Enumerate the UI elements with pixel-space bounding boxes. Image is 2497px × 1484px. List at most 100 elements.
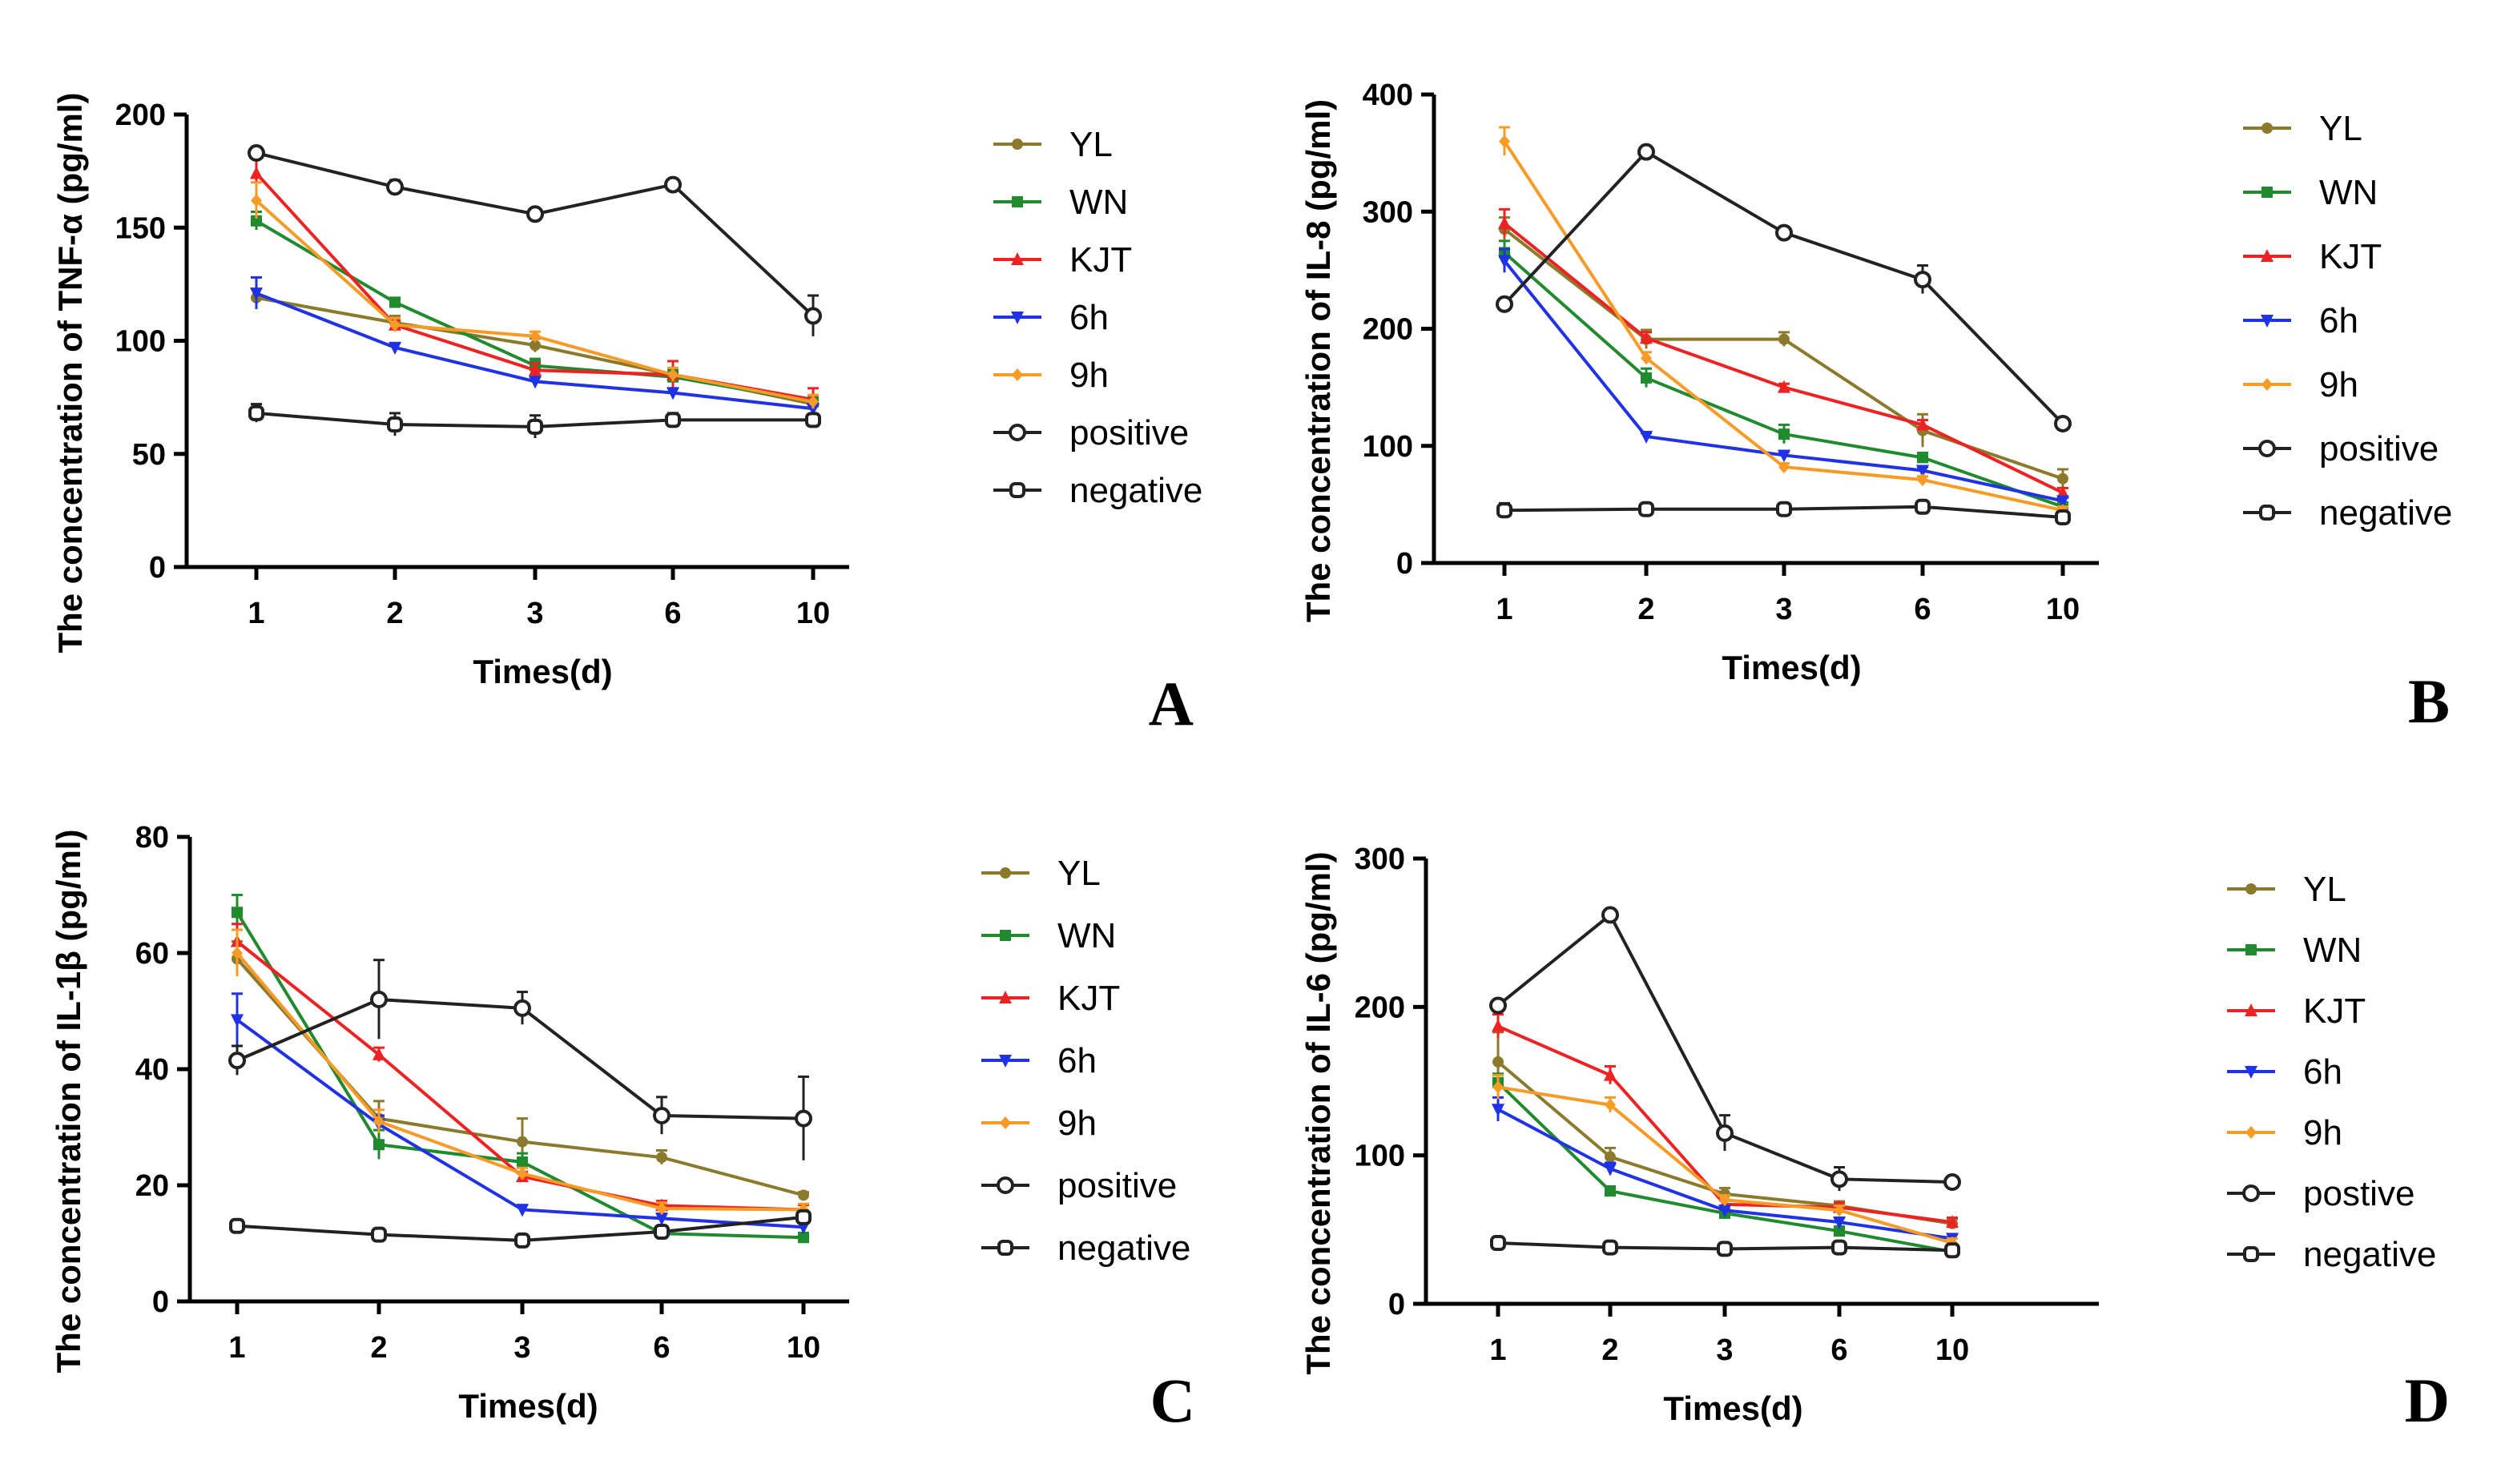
data-point: [1944, 1242, 1960, 1259]
chart-panel-B: 0 100 200 300 400 1 2 3 6 10 Times(d) The concentra…: [1299, 78, 2452, 736]
series-line: [256, 151, 815, 317]
data-point: [1492, 1019, 1504, 1032]
data-point: [517, 1156, 528, 1168]
series-KJT: [250, 156, 820, 412]
data-point: [1946, 1215, 1959, 1229]
data-point: [1496, 502, 1512, 519]
legend-marker: [1012, 196, 1023, 207]
y-tick-label: 0: [149, 551, 166, 585]
data-point: [1717, 1241, 1733, 1257]
data-point: [1498, 215, 1511, 229]
legend-item: 6h: [993, 298, 1109, 337]
series-line: [1497, 1085, 1953, 1245]
legend-label: WN: [1057, 916, 1116, 955]
legend-marker: [1012, 368, 1023, 381]
data-point: [389, 341, 401, 355]
legend-label: postive: [2303, 1174, 2414, 1213]
data-point: [664, 175, 682, 194]
legend-label: positive: [1057, 1166, 1177, 1205]
y-axis-title: The concentration of IL-1β (pg/ml): [50, 830, 87, 1373]
y-tick-label: 300: [1355, 843, 1405, 876]
legend-marker: [997, 1176, 1014, 1194]
y-tick-label: 400: [1363, 78, 1413, 112]
legend-marker: [2245, 1066, 2257, 1079]
legend-marker: [997, 1240, 1013, 1256]
data-point: [370, 991, 388, 1008]
data-point: [1499, 135, 1510, 148]
data-point: [1605, 1185, 1616, 1197]
data-point: [2055, 509, 2071, 525]
legend-marker: [1011, 252, 1024, 265]
legend-item: WN: [2243, 173, 2378, 212]
series-line: [236, 997, 804, 1120]
data-point: [517, 1167, 528, 1180]
data-point: [1716, 1124, 1734, 1142]
y-tick-label: 200: [115, 99, 166, 132]
data-point: [248, 144, 265, 163]
legend-label: positive: [2319, 429, 2439, 469]
data-point: [526, 205, 544, 223]
data-point: [654, 1224, 670, 1240]
legend-item: positive: [981, 1166, 1177, 1205]
data-point: [1492, 1056, 1504, 1068]
data-point: [2056, 485, 2069, 499]
data-point: [373, 1115, 385, 1128]
legend-label: negative: [1057, 1229, 1190, 1268]
x-tick-label: 6: [664, 597, 681, 630]
series-6h: [1498, 247, 2069, 509]
legend-item: negative: [981, 1229, 1190, 1268]
legend-marker: [2261, 187, 2273, 198]
x-tick-label: 1: [248, 597, 264, 630]
data-point: [517, 1136, 528, 1148]
y-tick-label: 100: [115, 325, 166, 359]
data-point: [527, 418, 543, 435]
data-point: [667, 387, 679, 400]
data-point: [805, 412, 821, 428]
legend-label: negative: [1069, 471, 1202, 510]
y-tick-label: 0: [1388, 1288, 1405, 1321]
legend-label: KJT: [2303, 991, 2366, 1031]
x-tick-label: 2: [370, 1331, 387, 1365]
legend-label: 9h: [2303, 1113, 2342, 1152]
x-tick-label: 3: [526, 597, 543, 630]
legend-marker: [2259, 505, 2275, 521]
data-point: [251, 215, 262, 227]
data-point: [371, 1226, 387, 1243]
panel-letter: C: [1150, 1365, 1195, 1435]
data-point: [653, 1107, 671, 1124]
series-line: [1496, 1081, 1953, 1254]
data-point: [1916, 465, 1929, 478]
data-point: [389, 318, 401, 332]
data-point: [1605, 1098, 1616, 1112]
legend-marker: [1000, 867, 1011, 879]
data-point: [807, 395, 819, 408]
series-YL: [1499, 216, 2068, 489]
legend-marker: [1000, 1116, 1011, 1129]
data-point: [1778, 333, 1790, 345]
data-point: [795, 1109, 812, 1128]
data-point: [1778, 460, 1790, 474]
y-tick-label: 100: [1363, 430, 1413, 464]
legend-item: 6h: [981, 1041, 1097, 1080]
data-point: [1778, 380, 1790, 393]
legend-marker: [2245, 1003, 2257, 1016]
x-axis-title: Times(d): [458, 1387, 598, 1425]
x-tick-label: 3: [513, 1331, 530, 1365]
legend-marker: [1009, 424, 1026, 441]
legend-item: negative: [993, 471, 1202, 510]
legend-label: 9h: [2319, 365, 2358, 404]
x-tick-label: 2: [386, 597, 403, 630]
data-point: [798, 1189, 809, 1201]
legend-item: YL: [993, 125, 1113, 164]
legend-marker: [2261, 249, 2273, 262]
legend-marker: [2245, 1126, 2257, 1139]
legend-label: negative: [2303, 1235, 2436, 1274]
data-point: [1489, 996, 1507, 1015]
data-point: [2054, 414, 2072, 432]
y-tick-label: 100: [1355, 1140, 1405, 1173]
series-6h: [231, 992, 810, 1235]
data-point: [228, 1052, 246, 1070]
data-point: [1638, 501, 1654, 517]
y-tick-label: 200: [1355, 991, 1405, 1024]
